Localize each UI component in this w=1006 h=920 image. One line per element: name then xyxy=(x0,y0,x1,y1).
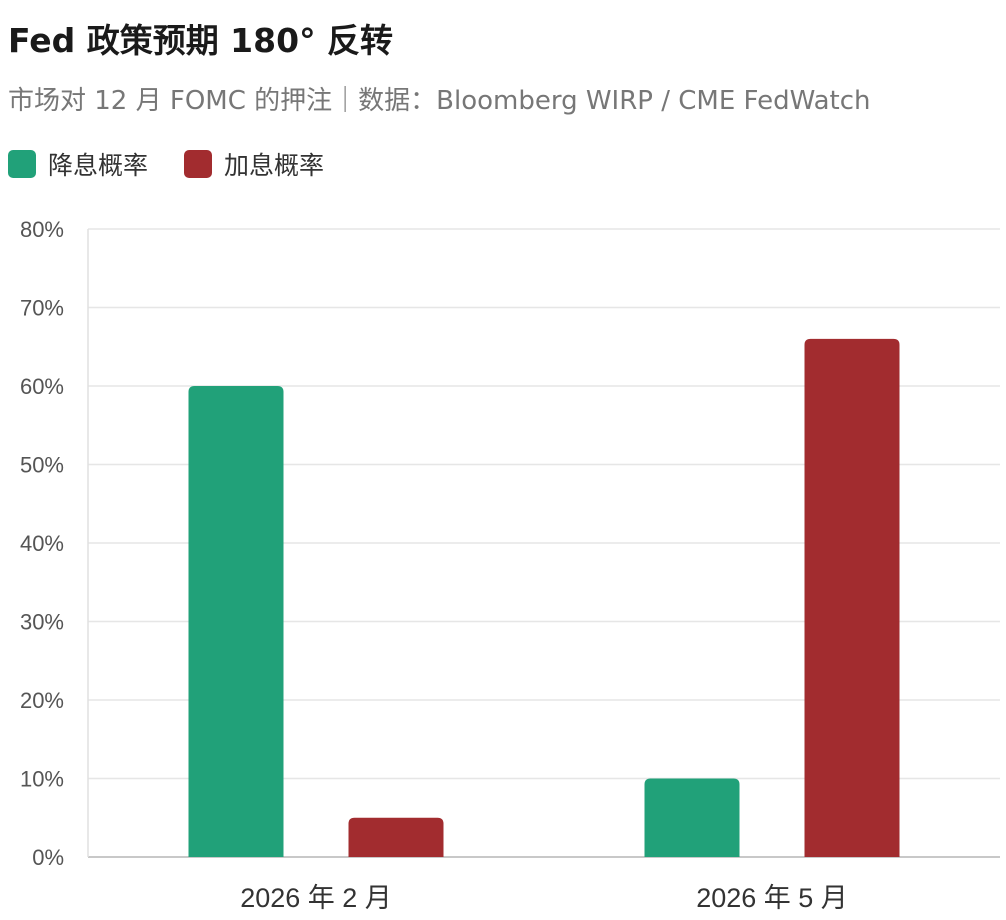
x-category-label: 2026 年 2 月 xyxy=(240,883,392,913)
bar-hike-1 xyxy=(348,817,444,857)
y-tick-label: 40% xyxy=(20,531,64,556)
y-tick-label: 20% xyxy=(20,688,64,713)
legend-label-hike: 加息概率 xyxy=(224,151,325,180)
y-tick-label: 0% xyxy=(32,845,64,870)
chart-subtitle: 市场对 12 月 FOMC 的押注｜数据：Bloomberg WIRP / CM… xyxy=(8,86,871,116)
y-tick-label: 60% xyxy=(20,374,64,399)
legend-swatch-hike xyxy=(184,150,213,178)
legend-label-cut: 降息概率 xyxy=(48,151,149,180)
bar-hike-2 xyxy=(804,338,900,857)
y-tick-label: 80% xyxy=(20,217,64,242)
y-tick-label: 10% xyxy=(20,767,64,792)
legend-item-cut[interactable]: 降息概率 xyxy=(8,146,148,182)
legend: 降息概率 加息概率 xyxy=(8,146,360,182)
x-category-label: 2026 年 5 月 xyxy=(696,883,848,913)
legend-swatch-cut xyxy=(8,150,36,178)
legend-item-hike[interactable]: 加息概率 xyxy=(184,146,324,182)
bar-cut-1 xyxy=(188,386,284,857)
chart-title: Fed 政策预期 180° 反转 xyxy=(8,21,394,60)
bar-chart: 0% 10% 20% 30% 40% 50% 60% 70% 80% 2026 年 2 月 2026… xyxy=(20,217,1000,913)
y-tick-label: 70% xyxy=(20,296,64,321)
bar-cut-2 xyxy=(644,778,740,857)
y-tick-label: 50% xyxy=(20,453,64,478)
y-tick-label: 30% xyxy=(20,610,64,635)
